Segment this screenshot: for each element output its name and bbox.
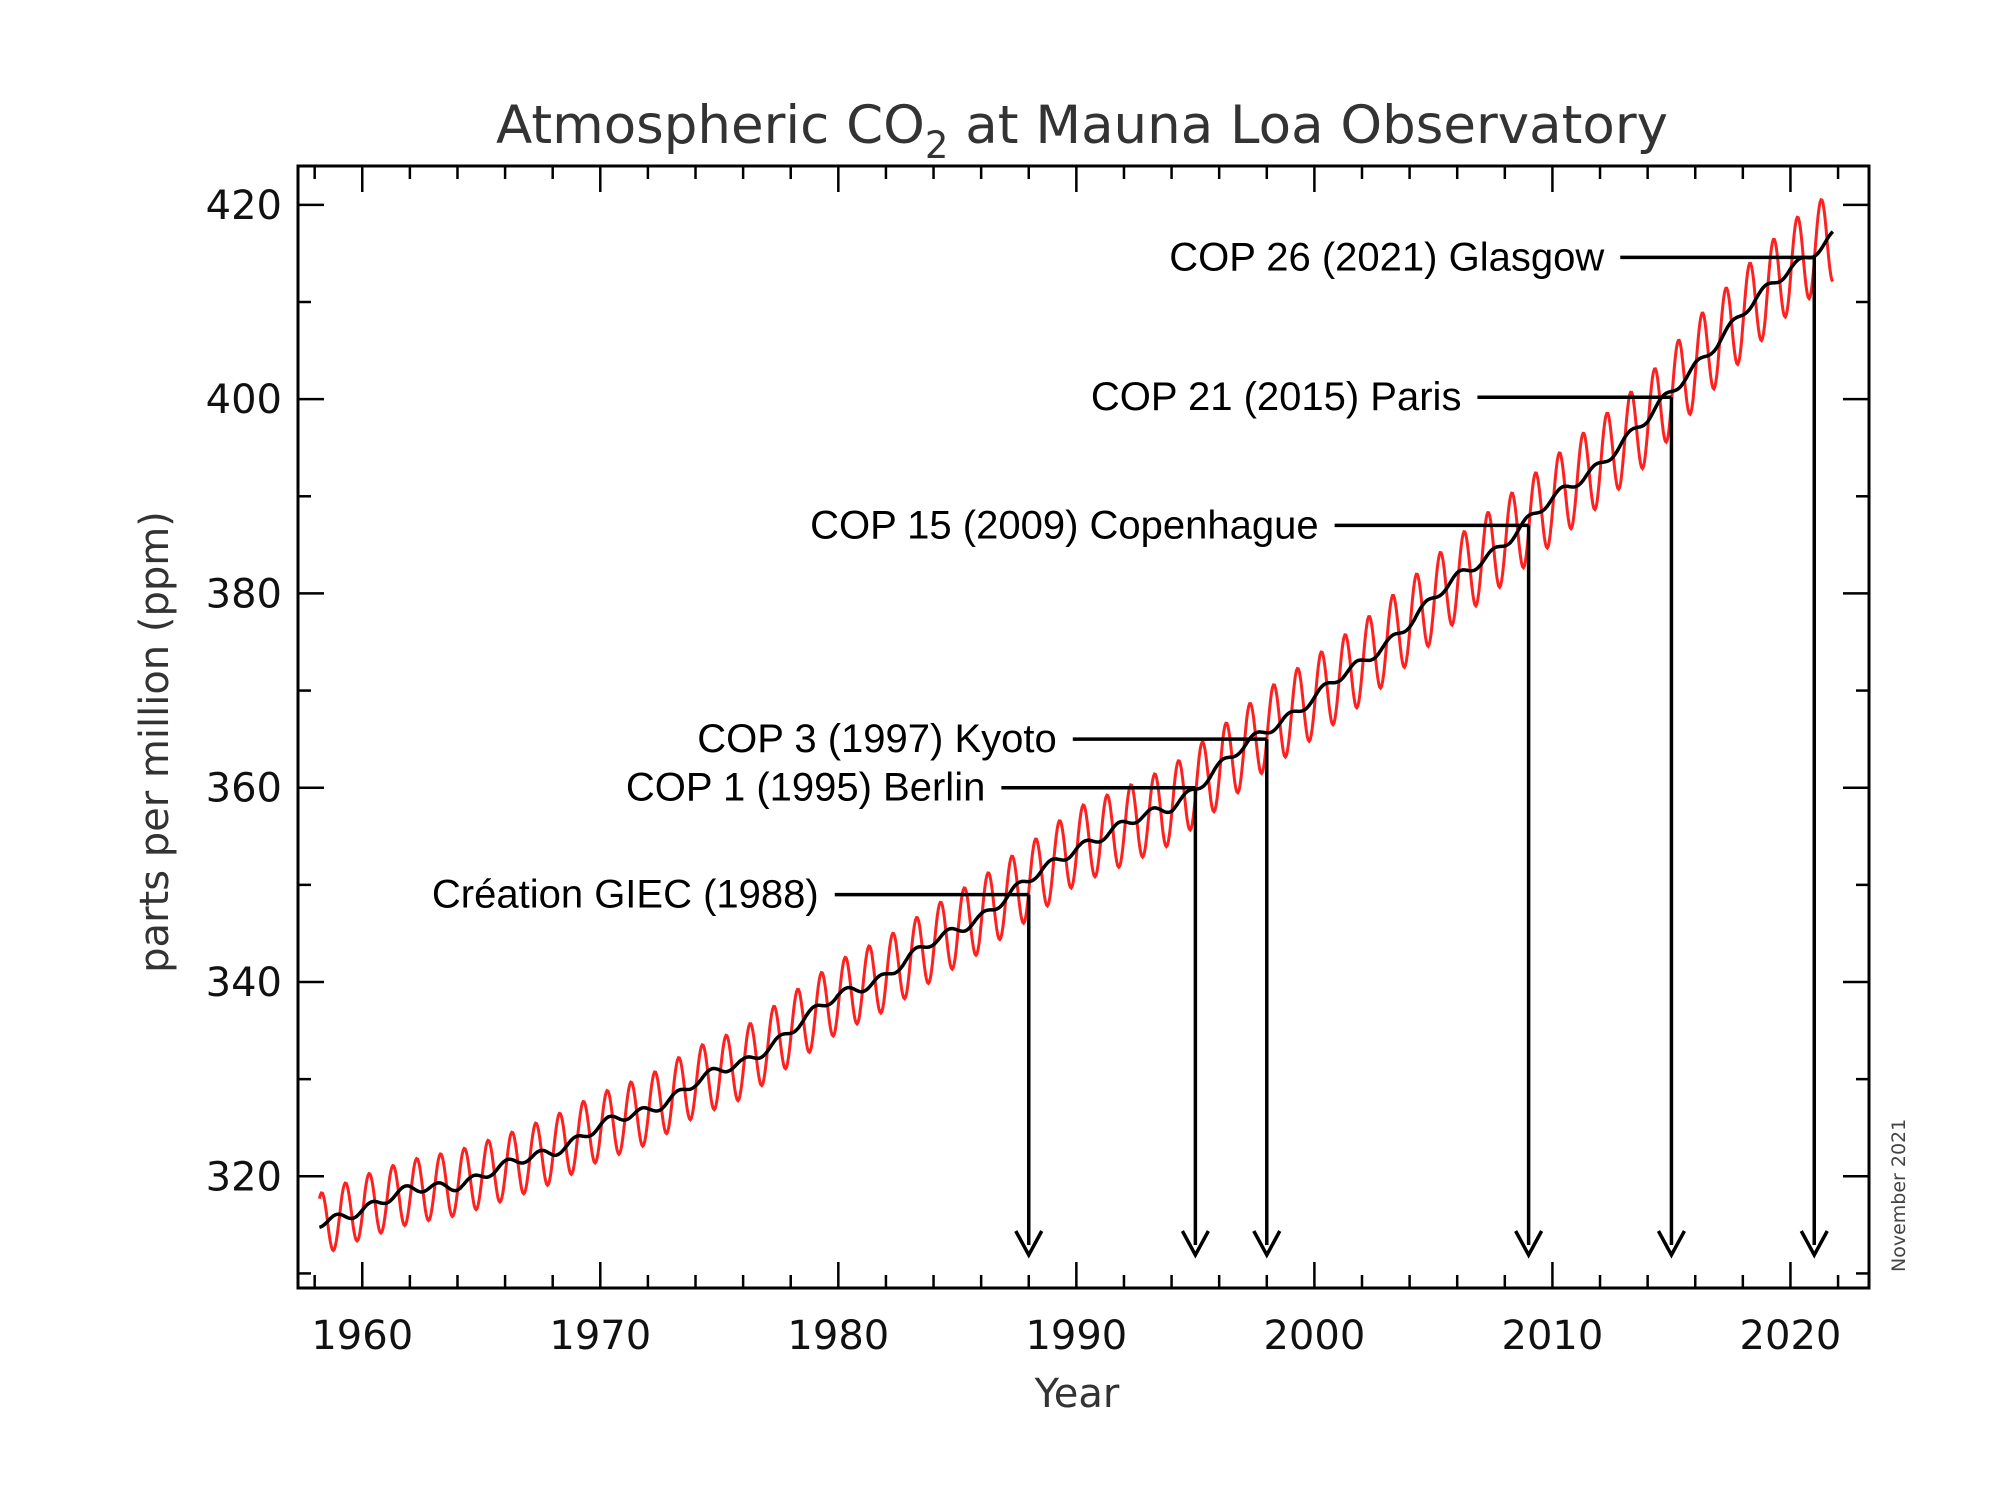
chart-title-main: Atmospheric CO (496, 95, 925, 156)
annotation-arrowhead (1656, 1230, 1686, 1259)
axis-ticks (298, 166, 1869, 1288)
annotation: COP 3 (1997) Kyoto (697, 717, 1282, 1259)
monthly-co2-line (317, 197, 1835, 1253)
annotation: Création GIEC (1988) (432, 873, 1044, 1259)
x-tick-label: 1980 (787, 1313, 889, 1359)
series-layer (317, 197, 1835, 1253)
trend-co2-line (318, 230, 1835, 1229)
annotation-label: COP 1 (1995) Berlin (626, 766, 985, 810)
y-tick-label: 400 (206, 377, 282, 423)
y-tick-label: 360 (206, 766, 282, 812)
y-tick-label: 340 (206, 960, 282, 1006)
annotation-arrowhead (1799, 1230, 1829, 1259)
annotation: COP 21 (2015) Paris (1091, 375, 1686, 1259)
chart-title: Atmospheric CO2 at Mauna Loa Observatory (496, 95, 1668, 167)
annotation-label: COP 21 (2015) Paris (1091, 375, 1462, 419)
annotation: COP 1 (1995) Berlin (626, 766, 1210, 1259)
annotation-arrowhead (1514, 1230, 1544, 1259)
y-tick-label: 380 (206, 571, 282, 617)
chart-title-subscript: 2 (925, 124, 949, 167)
y-axis-label: parts per million (ppm) (132, 511, 178, 973)
annotation-label: Création GIEC (1988) (432, 873, 819, 917)
axis-tick-labels: 1960 1970 1980 1990 2000 2010 2020 320 340 360 380… (206, 183, 1842, 1359)
annotation-label: COP 3 (1997) Kyoto (697, 717, 1056, 761)
credit-text: November 2021 (1888, 1119, 1910, 1272)
x-axis-label: Year (1034, 1371, 1120, 1417)
x-tick-label: 1970 (549, 1313, 651, 1359)
x-tick-label: 1960 (311, 1313, 413, 1359)
plot-frame (296, 164, 1871, 1290)
x-tick-label: 2000 (1263, 1313, 1365, 1359)
annotation-arrowhead (1252, 1230, 1282, 1259)
annotation-label: COP 15 (2009) Copenhague (810, 503, 1319, 547)
annotation-layer: Création GIEC (1988) COP 1 (1995) Berlin C… (432, 235, 1829, 1259)
y-tick-label: 420 (206, 183, 282, 229)
annotation: COP 15 (2009) Copenhague (810, 503, 1544, 1259)
x-tick-label: 2020 (1740, 1313, 1842, 1359)
chart-title-suffix: at Mauna Loa Observatory (948, 95, 1668, 156)
annotation: COP 26 (2021) Glasgow (1169, 235, 1829, 1259)
annotation-arrowhead (1180, 1230, 1210, 1259)
x-tick-label: 1990 (1025, 1313, 1127, 1359)
y-tick-label: 320 (206, 1154, 282, 1200)
x-tick-label: 2010 (1502, 1313, 1604, 1359)
annotation-label: COP 26 (2021) Glasgow (1169, 235, 1604, 279)
annotation-arrowhead (1014, 1230, 1044, 1259)
